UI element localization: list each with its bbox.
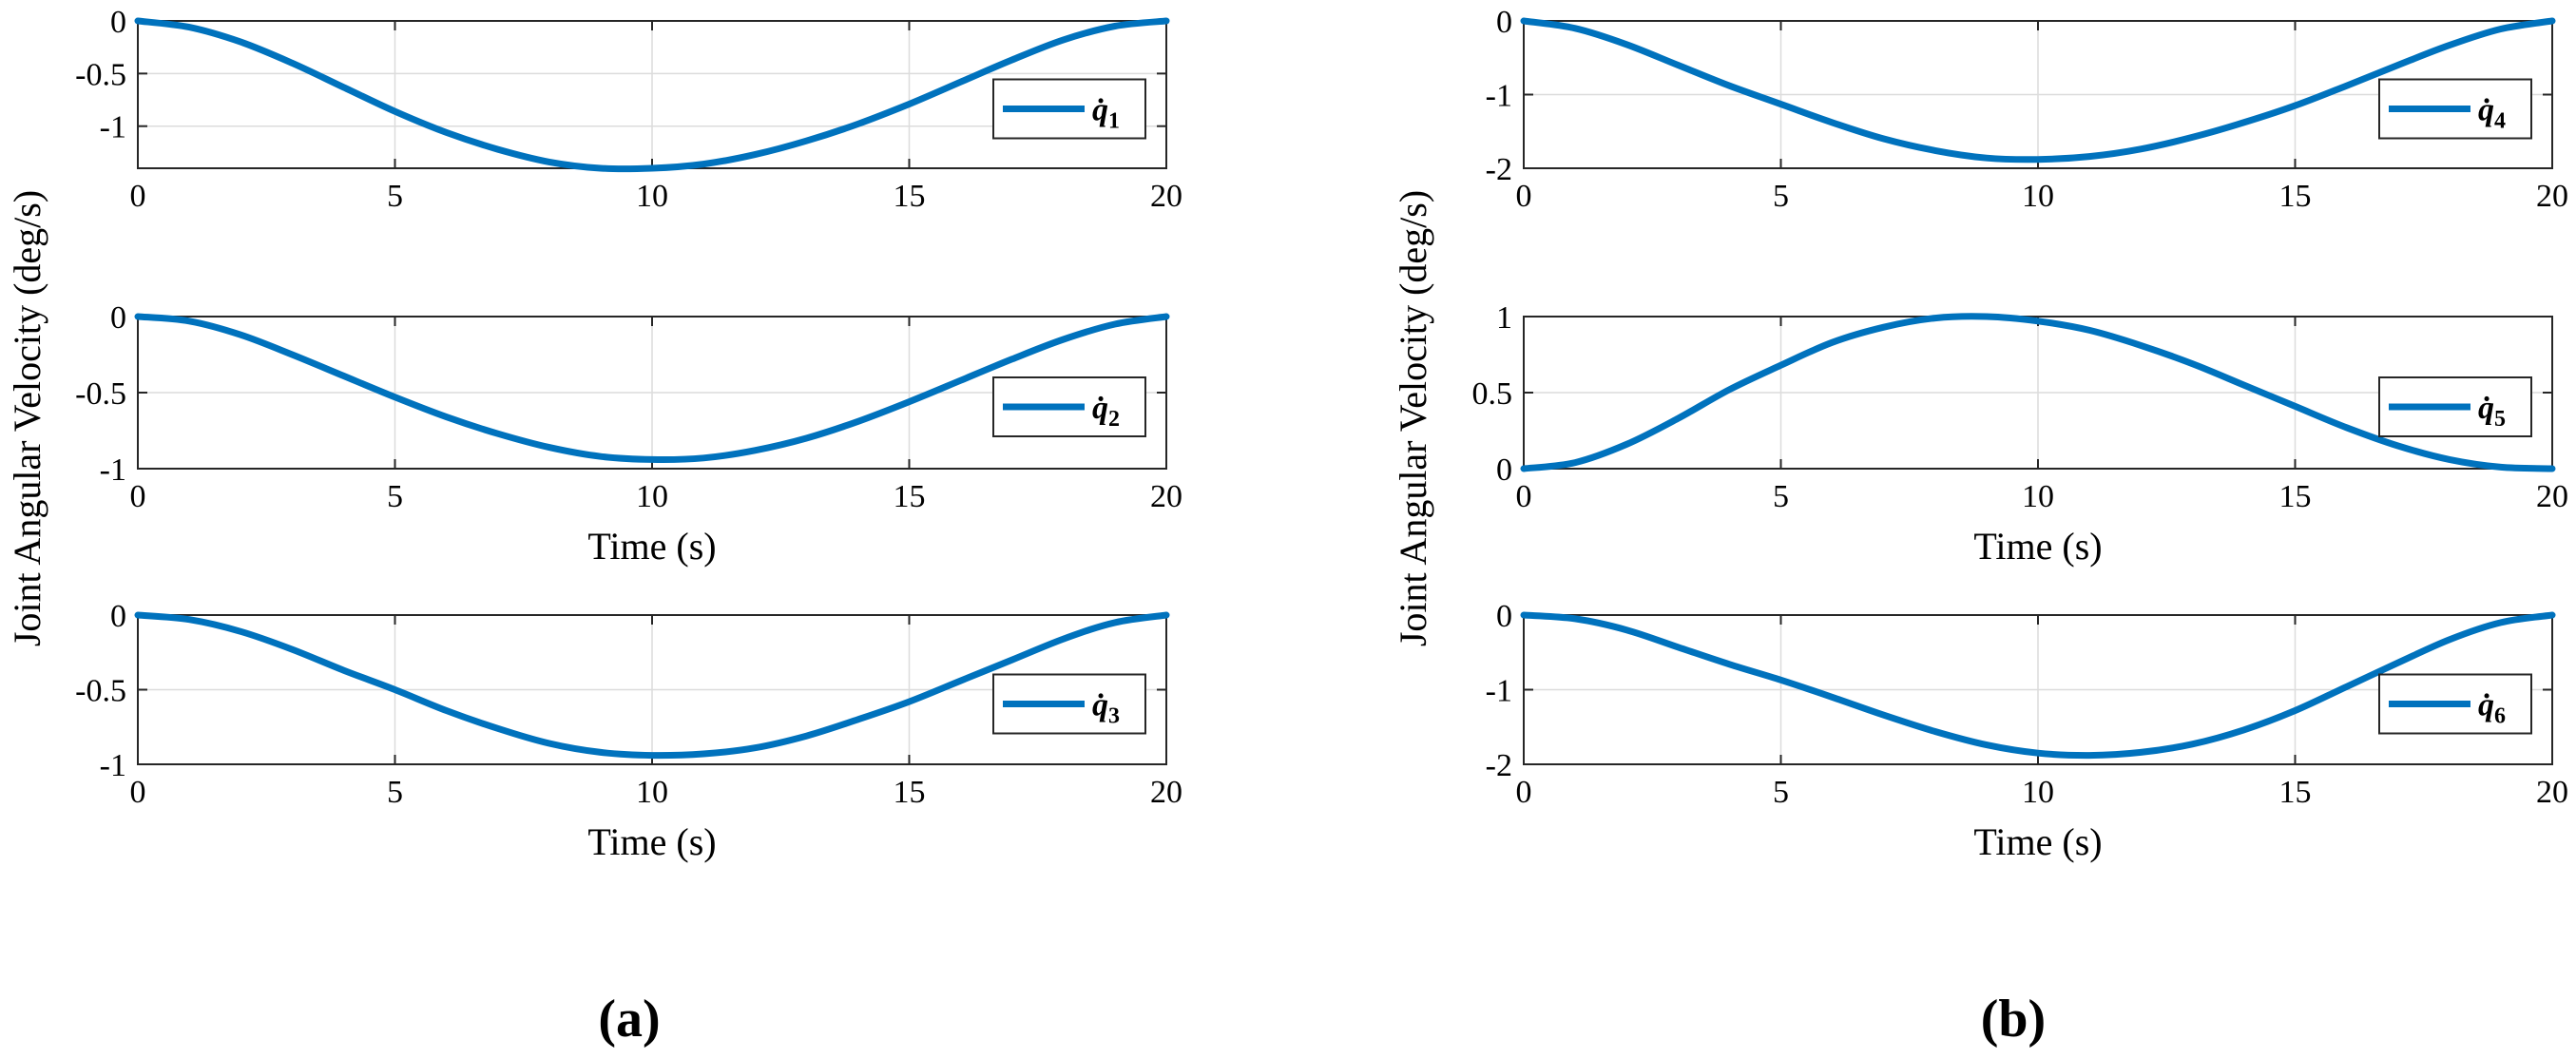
y-tick-label: 1 xyxy=(1496,300,1512,336)
x-tick-label: 10 xyxy=(2022,479,2054,514)
x-tick-label: 15 xyxy=(894,775,926,810)
series-line-q1 xyxy=(134,17,1170,173)
x-tick-label: 10 xyxy=(2022,179,2054,214)
legend-q6: q̇6 xyxy=(2378,673,2532,735)
x-tick-label: 5 xyxy=(1773,479,1789,514)
y-tick-label: 0 xyxy=(1496,5,1512,40)
x-tick-label: 20 xyxy=(2536,775,2568,810)
x-tick-label: 20 xyxy=(1150,479,1182,514)
y-tick-label: -0.5 xyxy=(75,674,126,709)
y-tick-label: -1 xyxy=(1486,674,1512,709)
y-tick-label: -1 xyxy=(100,748,126,783)
x-tick-label: 20 xyxy=(1150,179,1182,214)
ylabel-panel-b: Joint Angular Velocity (deg/s) xyxy=(1392,190,1434,646)
x-axis-label: Time (s) xyxy=(587,525,716,568)
y-tick-label: 0 xyxy=(1496,599,1512,634)
legend-label: q̇4 xyxy=(2478,93,2506,134)
x-tick-label: 10 xyxy=(2022,775,2054,810)
x-tick-label: 0 xyxy=(130,479,146,514)
series-line-q3 xyxy=(134,611,1170,760)
legend-q2: q̇2 xyxy=(992,376,1146,437)
y-tick-label: 0 xyxy=(110,300,126,336)
panel-label-b: (b) xyxy=(1981,990,2046,1049)
y-tick-label: 0 xyxy=(110,599,126,634)
y-tick-label: -2 xyxy=(1486,152,1512,187)
x-tick-label: 10 xyxy=(636,479,668,514)
subplot-4: 0 5 10 15 20 0 -1 -2 q̇4 xyxy=(1486,5,2568,214)
subplot-5: 0 5 10 15 20 1 0.5 0 Time (s) q̇5 xyxy=(1472,300,2569,568)
subplot-1: 0 5 10 15 20 0 -0.5 -1 q̇1 xyxy=(75,5,1182,214)
x-tick-label: 5 xyxy=(387,775,403,810)
y-tick-label: 0 xyxy=(1496,452,1512,488)
x-tick-label: 10 xyxy=(636,775,668,810)
legend-label: q̇5 xyxy=(2478,391,2506,432)
x-tick-label: 0 xyxy=(1516,479,1532,514)
legend-q3: q̇3 xyxy=(992,673,1146,735)
y-tick-label: -1 xyxy=(100,452,126,488)
y-tick-label: -2 xyxy=(1486,748,1512,783)
y-tick-label: -0.5 xyxy=(75,57,126,92)
x-tick-label: 20 xyxy=(2536,179,2568,214)
panel-label-a: (a) xyxy=(598,990,660,1049)
subplot-2: 0 5 10 15 20 0 -0.5 -1 Time (s) q̇2 xyxy=(75,300,1182,568)
legend-q1: q̇1 xyxy=(992,78,1146,140)
y-tick-label: -0.5 xyxy=(75,376,126,412)
series-line-q2 xyxy=(134,313,1170,464)
series-line-q4 xyxy=(1520,17,2556,164)
x-tick-label: 0 xyxy=(130,179,146,214)
x-tick-label: 15 xyxy=(894,179,926,214)
x-tick-label: 20 xyxy=(2536,479,2568,514)
legend-q4: q̇4 xyxy=(2378,78,2532,140)
subplot-3: 0 5 10 15 20 0 -0.5 -1 Time (s) q̇3 xyxy=(75,599,1182,863)
x-axis-label: Time (s) xyxy=(1973,820,2102,863)
x-tick-label: 15 xyxy=(894,479,926,514)
x-tick-label: 5 xyxy=(1773,179,1789,214)
x-tick-label: 0 xyxy=(1516,775,1532,810)
x-tick-label: 5 xyxy=(387,179,403,214)
y-tick-label: -1 xyxy=(1486,79,1512,114)
x-tick-label: 5 xyxy=(1773,775,1789,810)
series-line-q6 xyxy=(1520,611,2556,760)
x-tick-label: 5 xyxy=(387,479,403,514)
y-tick-label: 0 xyxy=(110,5,126,40)
y-tick-label: -1 xyxy=(100,110,126,145)
x-tick-label: 20 xyxy=(1150,775,1182,810)
x-tick-label: 15 xyxy=(2279,479,2312,514)
x-tick-label: 10 xyxy=(636,179,668,214)
series-line-q5 xyxy=(1520,313,2556,472)
x-axis-label: Time (s) xyxy=(587,820,716,863)
y-tick-label: 0.5 xyxy=(1472,376,1513,412)
x-tick-label: 0 xyxy=(130,775,146,810)
x-tick-label: 0 xyxy=(1516,179,1532,214)
x-tick-label: 15 xyxy=(2279,179,2312,214)
ylabel-panel-a: Joint Angular Velocity (deg/s) xyxy=(6,190,48,646)
x-tick-label: 15 xyxy=(2279,775,2312,810)
legend-q5: q̇5 xyxy=(2378,376,2532,437)
subplot-6: 0 5 10 15 20 0 -1 -2 Time (s) q̇6 xyxy=(1486,599,2568,863)
x-axis-label: Time (s) xyxy=(1973,525,2102,568)
